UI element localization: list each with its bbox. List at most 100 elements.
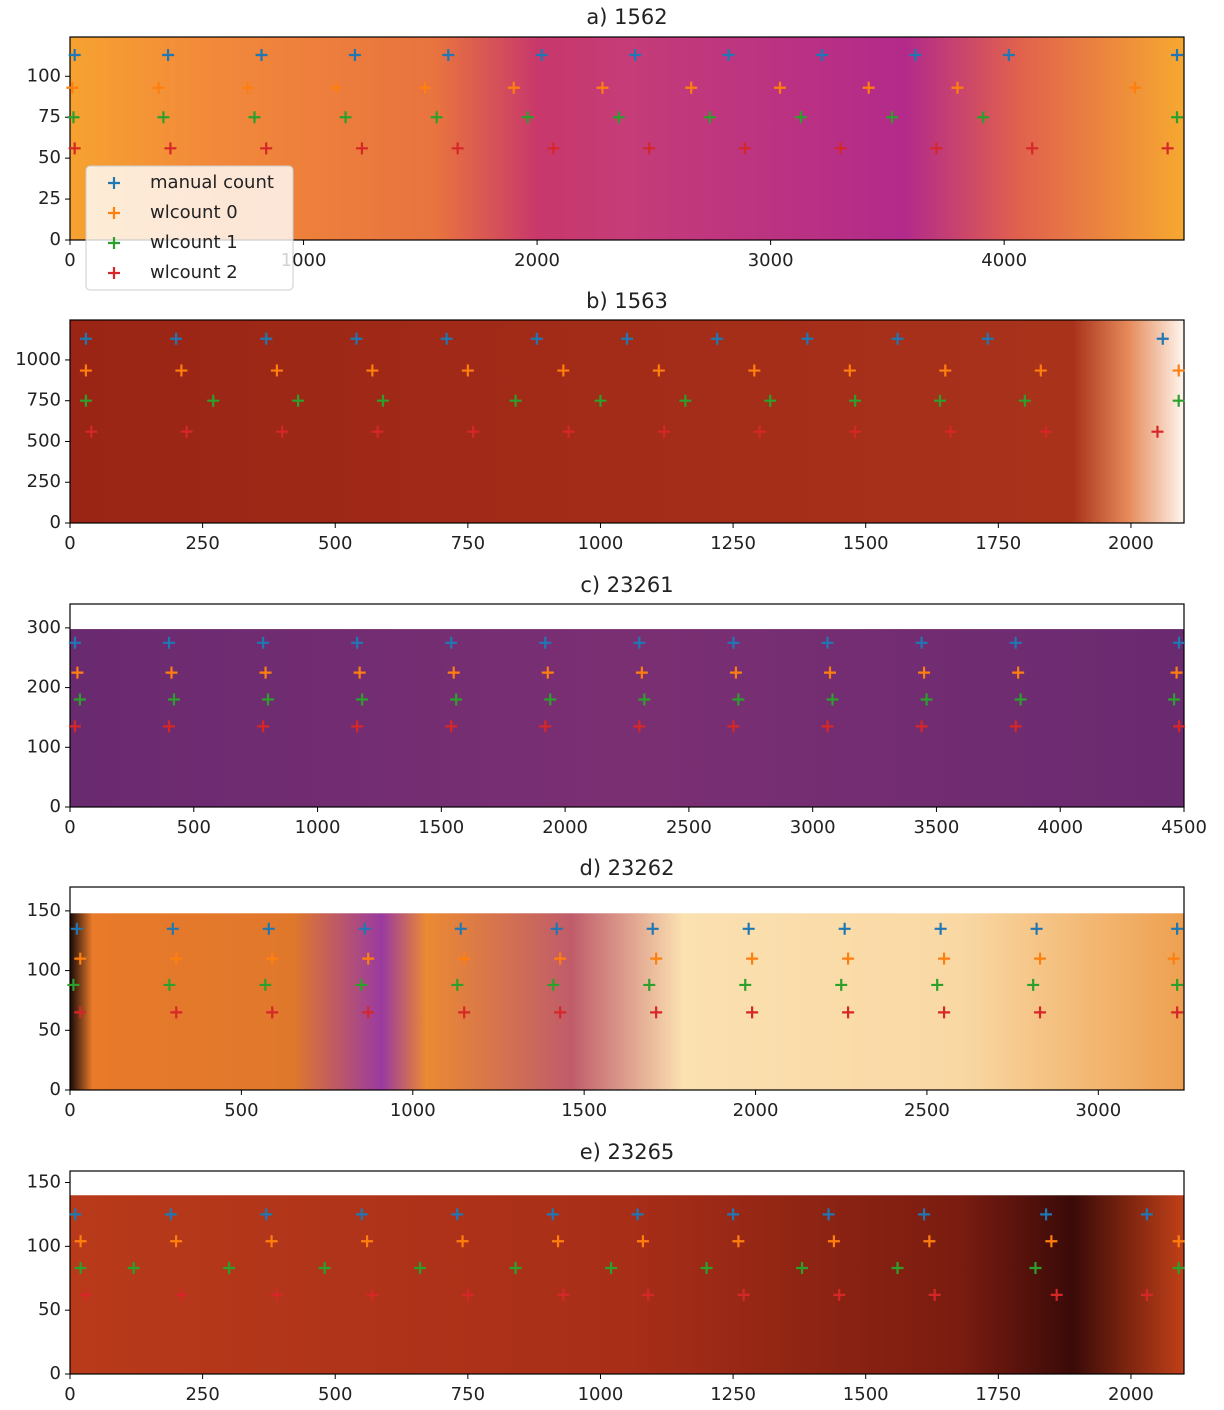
marker <box>318 1262 331 1275</box>
marker <box>1172 1262 1185 1275</box>
marker <box>835 978 848 991</box>
marker <box>849 394 862 407</box>
marker <box>447 666 460 679</box>
marker <box>1026 142 1039 155</box>
marker <box>1156 332 1169 345</box>
marker <box>539 636 552 649</box>
marker <box>445 720 458 733</box>
marker <box>732 693 745 706</box>
marker <box>703 111 716 124</box>
axes-frame <box>69 886 1185 1091</box>
marker <box>727 720 740 733</box>
chart-title: a) 1562 <box>586 5 667 29</box>
marker <box>849 425 862 438</box>
marker <box>886 111 899 124</box>
y-tick-label: 200 <box>27 677 61 698</box>
marker <box>918 1208 931 1221</box>
marker <box>1170 111 1183 124</box>
x-tick-label: 2000 <box>733 1100 779 1121</box>
x-tick-label: 0 <box>64 250 75 271</box>
marker <box>339 111 352 124</box>
marker <box>74 952 87 965</box>
legend-label: wlcount 2 <box>150 262 238 283</box>
marker <box>450 693 463 706</box>
marker <box>175 1288 188 1301</box>
marker <box>70 922 83 935</box>
marker <box>241 81 254 94</box>
x-tick-label: 1500 <box>418 817 464 838</box>
axes-frame <box>69 36 1185 241</box>
x-tick-label: 0 <box>64 533 75 554</box>
marker <box>1173 720 1186 733</box>
marker <box>152 81 165 94</box>
marker <box>823 666 836 679</box>
marker <box>920 693 933 706</box>
x-tick-label: 1500 <box>561 1100 607 1121</box>
marker <box>260 142 273 155</box>
y-tick-label: 300 <box>27 617 61 638</box>
x-tick-label: 1750 <box>975 533 1021 554</box>
x-tick-label: 2000 <box>542 817 588 838</box>
marker <box>1128 81 1141 94</box>
marker <box>650 952 663 965</box>
marker <box>1173 636 1186 649</box>
marker <box>658 425 671 438</box>
chart-title: c) 23261 <box>580 573 673 597</box>
x-tick-label: 1000 <box>295 817 341 838</box>
marker <box>175 364 188 377</box>
marker <box>85 425 98 438</box>
x-tick-label: 4000 <box>981 250 1027 271</box>
marker <box>1168 693 1181 706</box>
marker <box>157 111 170 124</box>
marker <box>260 1208 273 1221</box>
marker <box>521 111 534 124</box>
marker <box>612 111 625 124</box>
marker <box>163 978 176 991</box>
x-tick-label: 1500 <box>843 533 889 554</box>
y-tick-label: 50 <box>38 147 61 168</box>
marker <box>1171 922 1184 935</box>
marker <box>727 636 740 649</box>
marker <box>350 332 363 345</box>
marker <box>711 332 724 345</box>
marker <box>554 1006 567 1019</box>
marker <box>430 111 443 124</box>
marker <box>729 666 742 679</box>
marker <box>163 636 176 649</box>
marker <box>266 952 279 965</box>
marker <box>366 1288 379 1301</box>
x-tick-label: 2000 <box>1108 533 1154 554</box>
marker <box>746 952 759 965</box>
marker <box>933 394 946 407</box>
chart-title: b) 1563 <box>586 289 668 313</box>
x-tick-label: 500 <box>224 1100 258 1121</box>
marker <box>67 111 80 124</box>
marker <box>833 1288 846 1301</box>
marker <box>635 666 648 679</box>
marker <box>257 720 270 733</box>
marker <box>355 978 368 991</box>
marker <box>207 394 220 407</box>
marker <box>73 693 86 706</box>
marker <box>270 1288 283 1301</box>
marker <box>351 636 364 649</box>
marker <box>68 49 81 62</box>
marker <box>170 1235 183 1248</box>
legend-marker <box>108 207 120 219</box>
marker <box>557 1288 570 1301</box>
marker <box>362 952 375 965</box>
legend-marker <box>108 237 120 249</box>
x-tick-label: 3000 <box>748 250 794 271</box>
x-tick-label: 1500 <box>843 1384 889 1405</box>
marker <box>650 1006 663 1019</box>
marker <box>753 425 766 438</box>
marker <box>79 364 92 377</box>
marker <box>458 1006 471 1019</box>
y-tick-label: 500 <box>27 430 61 451</box>
marker <box>643 142 656 155</box>
marker <box>356 693 369 706</box>
marker <box>821 636 834 649</box>
marker <box>1018 394 1031 407</box>
marker <box>180 425 193 438</box>
marker <box>259 978 272 991</box>
